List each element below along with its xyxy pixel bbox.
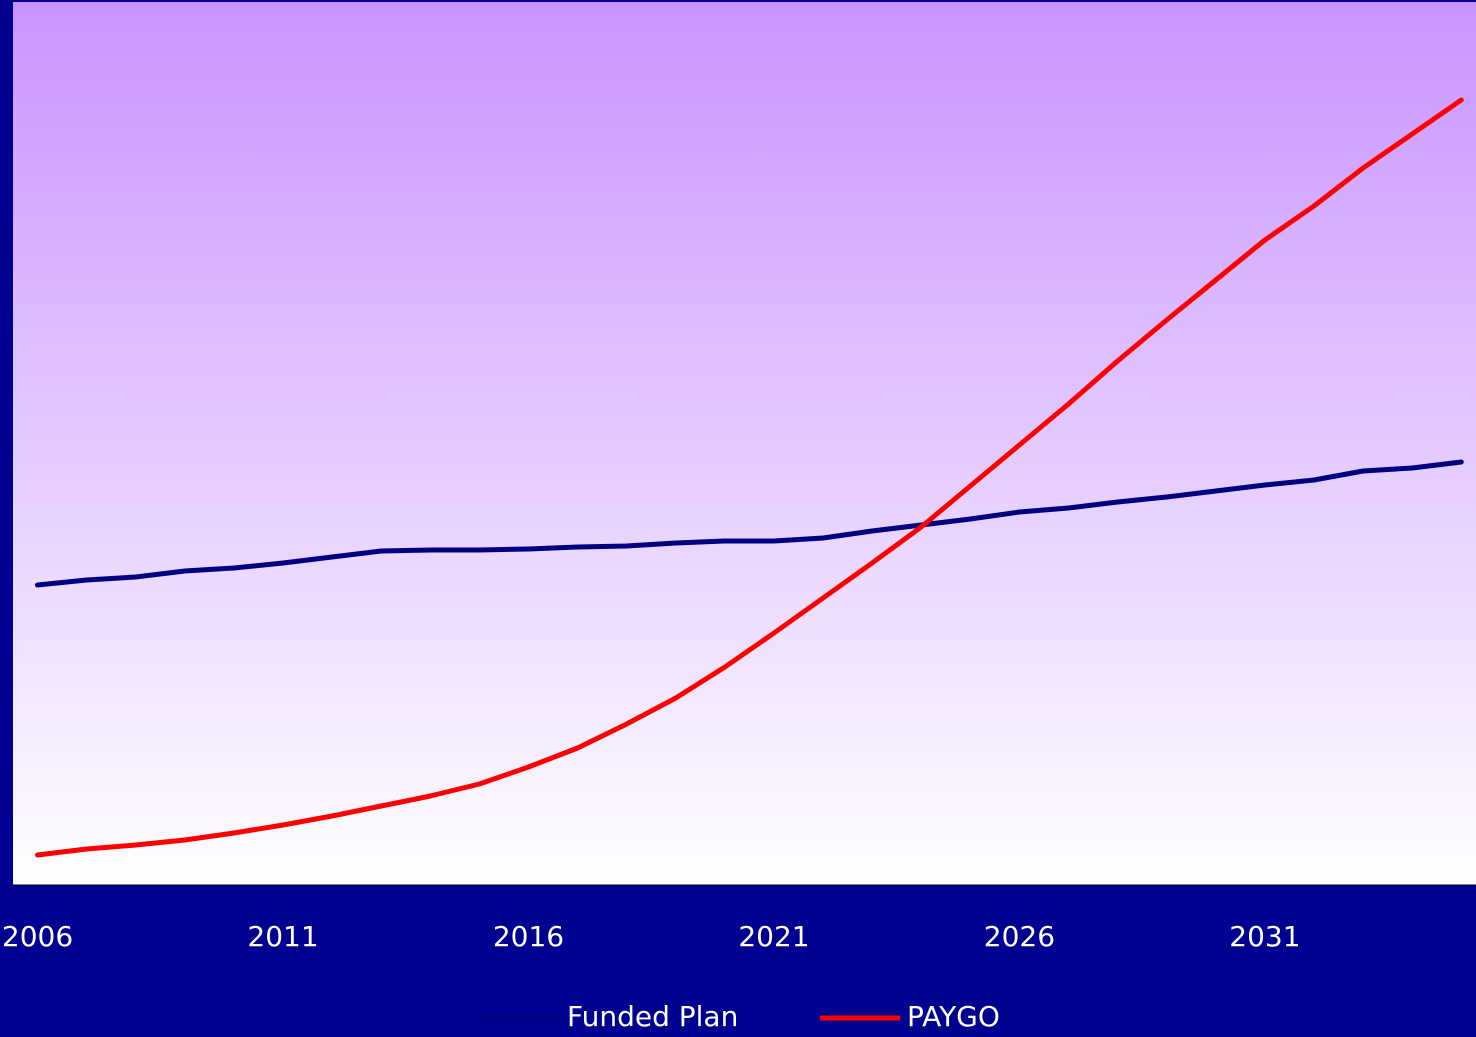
plot-lines	[35, 97, 1464, 858]
legend-label: Funded Plan	[567, 1000, 738, 1033]
x-tick-label: 2026	[984, 920, 1055, 953]
series-line	[35, 97, 1464, 858]
x-tick-label: 2011	[247, 920, 318, 953]
x-tick-label: 2016	[493, 920, 564, 953]
x-tick-label: 2006	[2, 920, 73, 953]
x-tick-label: 2031	[1229, 920, 1300, 953]
legend-label: PAYGO	[907, 1000, 1000, 1033]
x-tick-label: 2021	[738, 920, 809, 953]
plot-area	[13, 2, 1476, 885]
series-line	[35, 459, 1464, 588]
